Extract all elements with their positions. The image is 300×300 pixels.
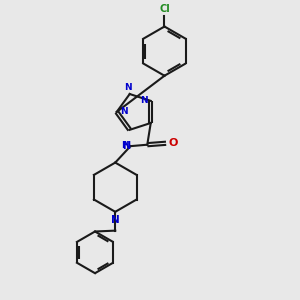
Text: N: N: [122, 141, 130, 151]
Text: N: N: [124, 83, 132, 92]
Text: N: N: [120, 107, 128, 116]
Text: N: N: [112, 215, 120, 225]
Text: H: H: [121, 141, 128, 150]
Text: O: O: [168, 138, 178, 148]
Text: N: N: [140, 96, 147, 105]
Text: Cl: Cl: [160, 4, 170, 14]
